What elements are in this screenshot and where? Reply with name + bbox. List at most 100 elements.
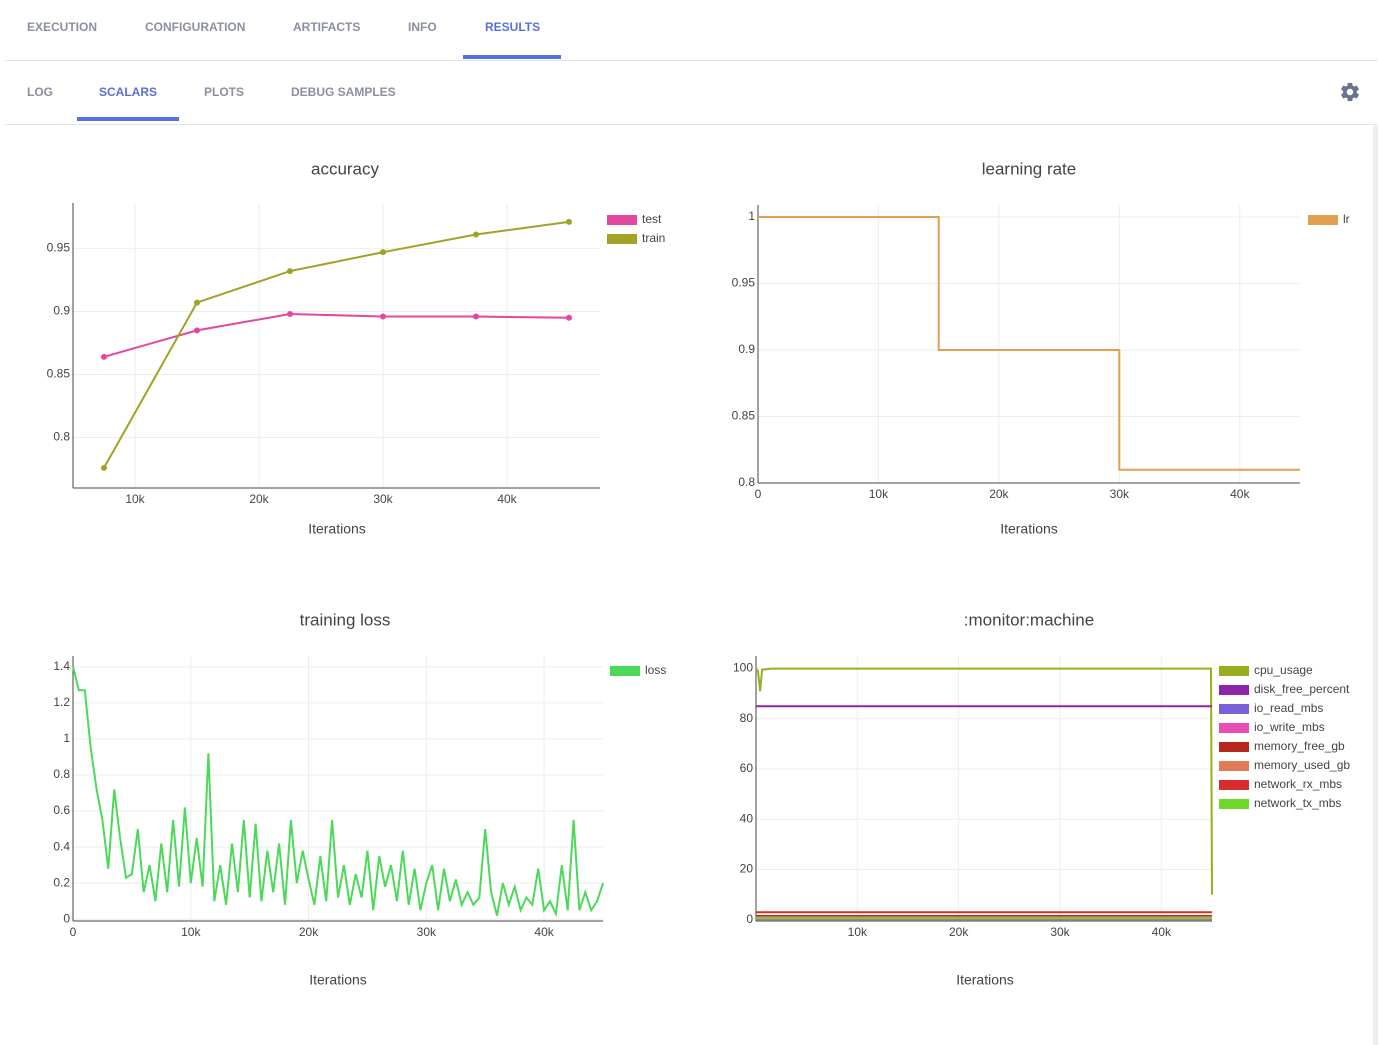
x-tick-label: 10k: [181, 925, 201, 939]
x-tick-label: 20k: [299, 925, 319, 939]
legend-label: io_read_mbs: [1254, 701, 1323, 715]
point: [287, 268, 293, 275]
legend-swatch: [610, 666, 640, 676]
series-line: [103, 220, 570, 469]
legend-swatch: [1219, 761, 1249, 771]
x-tick-label: 40k: [534, 925, 554, 939]
x-tick-label: 10k: [869, 487, 889, 501]
point: [287, 310, 293, 317]
x-tick-label: 40k: [1230, 487, 1250, 501]
legend-swatch: [1219, 704, 1249, 714]
tab[interactable]: PLOTS: [204, 85, 245, 99]
legend-swatch: [607, 234, 637, 244]
series-line: [755, 667, 1213, 895]
y-tick-label: 0.9: [53, 304, 70, 318]
tab[interactable]: LOG: [27, 85, 53, 99]
series-line: [72, 666, 604, 918]
point: [566, 218, 572, 225]
x-tick-label: 0: [70, 925, 77, 939]
legend-label: disk_free_percent: [1254, 682, 1350, 696]
y-tick-label: 80: [740, 711, 754, 725]
x-axis-label: Iterations: [308, 521, 366, 537]
legend-swatch: [607, 215, 637, 225]
legend-label: lr: [1343, 212, 1350, 226]
top-tabs: EXECUTION CONFIGURATION ARTIFACTS INFO RESUL…: [5, 0, 1378, 61]
y-tick-label: 0.95: [732, 276, 756, 290]
point: [194, 299, 200, 306]
x-tick-label: 20k: [989, 487, 1009, 501]
series-line: [758, 216, 1300, 471]
legend-label: test: [642, 212, 662, 226]
legend-label: io_write_mbs: [1254, 720, 1325, 734]
y-tick-label: 0.85: [47, 367, 71, 381]
settings-icon[interactable]: [1339, 81, 1361, 103]
legend-swatch: [1219, 666, 1249, 676]
tab[interactable]: SCALARS: [99, 85, 158, 99]
legend-swatch: [1308, 215, 1338, 225]
y-tick-label: 40: [740, 811, 754, 825]
legend-label: memory_free_gb: [1254, 739, 1345, 753]
point: [101, 464, 107, 471]
tab[interactable]: ARTIFACTS: [293, 20, 361, 34]
x-tick-label: 10k: [125, 492, 145, 506]
chart-title: :monitor:machine: [964, 610, 1094, 629]
tab[interactable]: CONFIGURATION: [145, 20, 246, 34]
legend-label: memory_used_gb: [1254, 758, 1350, 772]
y-tick-label: 0.8: [53, 767, 70, 781]
point: [473, 231, 479, 238]
y-tick-label: 0: [746, 912, 753, 926]
tab[interactable]: INFO: [408, 20, 437, 34]
y-tick-label: 0.85: [732, 409, 756, 423]
y-tick-label: 1: [63, 731, 70, 745]
legend-swatch: [1219, 780, 1249, 790]
x-tick-label: 10k: [848, 925, 868, 939]
y-tick-label: 0.8: [53, 430, 70, 444]
x-tick-label: 0: [755, 487, 762, 501]
legend-swatch: [1219, 685, 1249, 695]
x-tick-label: 30k: [1050, 925, 1070, 939]
chart-title: training loss: [300, 610, 391, 629]
y-tick-label: 0.6: [53, 803, 70, 817]
point: [101, 353, 107, 360]
x-tick-label: 20k: [249, 492, 269, 506]
x-axis-label: Iterations: [309, 972, 367, 988]
chart-title: learning rate: [982, 159, 1077, 178]
chart-title: accuracy: [311, 159, 380, 178]
x-axis-label: Iterations: [956, 972, 1014, 988]
point: [566, 314, 572, 321]
point: [380, 313, 386, 320]
legend-swatch: [1219, 799, 1249, 809]
y-tick-label: 100: [733, 661, 753, 675]
x-tick-label: 30k: [417, 925, 437, 939]
tab[interactable]: RESULTS: [485, 20, 541, 34]
y-tick-label: 0.4: [53, 839, 70, 853]
x-tick-label: 40k: [1152, 925, 1172, 939]
y-tick-label: 1.2: [53, 695, 70, 709]
y-tick-label: 0: [63, 911, 70, 925]
legend-label: network_rx_mbs: [1254, 777, 1342, 791]
legend-swatch: [1219, 723, 1249, 733]
series-line: [103, 312, 570, 358]
y-tick-label: 0.9: [738, 342, 755, 356]
legend-label: cpu_usage: [1254, 663, 1313, 677]
tab[interactable]: DEBUG SAMPLES: [291, 85, 396, 99]
x-tick-label: 30k: [373, 492, 393, 506]
x-axis-label: Iterations: [1000, 521, 1058, 537]
point: [380, 249, 386, 256]
x-tick-label: 30k: [1110, 487, 1130, 501]
legend-swatch: [1219, 742, 1249, 752]
scrollbar: [1373, 126, 1378, 1045]
y-tick-label: 0.2: [53, 875, 70, 889]
tab[interactable]: EXECUTION: [27, 20, 98, 34]
sub-tabs: LOG SCALARS PLOTS DEBUG SAMPLES: [5, 60, 1378, 125]
legend-label: train: [642, 231, 665, 245]
y-tick-label: 0.95: [47, 241, 71, 255]
point: [194, 327, 200, 334]
legend-label: network_tx_mbs: [1254, 796, 1341, 810]
y-tick-label: 0.8: [738, 475, 755, 489]
y-tick-label: 1: [748, 209, 755, 223]
y-tick-label: 20: [740, 862, 754, 876]
x-tick-label: 40k: [497, 492, 517, 506]
